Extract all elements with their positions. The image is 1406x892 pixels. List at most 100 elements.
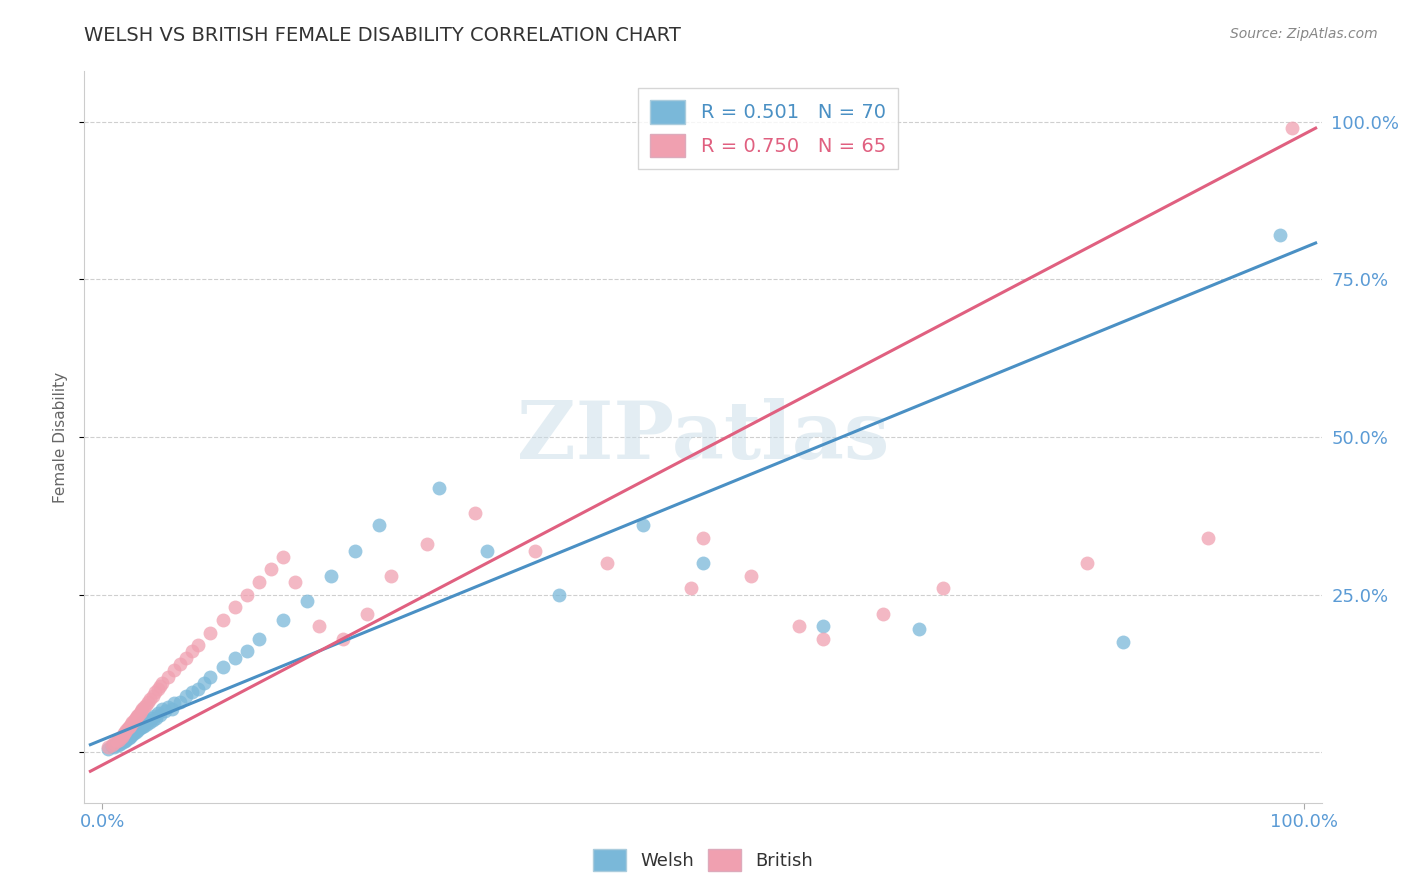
Point: [118, 720, 141, 734]
Point: [319, 569, 342, 583]
Point: [124, 712, 146, 726]
Point: [193, 676, 215, 690]
Point: [114, 725, 136, 739]
Point: [908, 623, 931, 637]
Point: [125, 711, 148, 725]
Point: [811, 632, 834, 646]
Point: [131, 702, 153, 716]
Point: [157, 700, 180, 714]
Point: [547, 588, 569, 602]
Point: [139, 691, 162, 706]
Point: [143, 708, 166, 723]
Point: [1268, 228, 1291, 243]
Point: [271, 613, 294, 627]
Point: [356, 607, 378, 621]
Point: [118, 730, 141, 744]
Point: [169, 657, 191, 671]
Point: [118, 731, 141, 746]
Point: [115, 732, 138, 747]
Point: [523, 543, 546, 558]
Point: [110, 737, 132, 751]
Point: [101, 739, 124, 753]
Point: [120, 717, 142, 731]
Point: [224, 650, 246, 665]
Text: Source: ZipAtlas.com: Source: ZipAtlas.com: [1230, 27, 1378, 41]
Text: ZIPatlas: ZIPatlas: [517, 398, 889, 476]
Point: [127, 723, 149, 738]
Point: [97, 742, 120, 756]
Point: [176, 689, 198, 703]
Point: [134, 719, 156, 733]
Point: [308, 619, 330, 633]
Point: [157, 670, 180, 684]
Point: [787, 619, 810, 633]
Point: [811, 619, 834, 633]
Point: [200, 625, 222, 640]
Point: [135, 698, 157, 712]
Point: [112, 726, 135, 740]
Point: [187, 638, 209, 652]
Point: [169, 695, 191, 709]
Point: [596, 556, 619, 570]
Y-axis label: Female Disability: Female Disability: [53, 371, 69, 503]
Point: [181, 685, 204, 699]
Point: [692, 556, 714, 570]
Point: [128, 722, 150, 736]
Point: [176, 650, 198, 665]
Point: [136, 713, 159, 727]
Point: [128, 706, 150, 720]
Point: [427, 481, 450, 495]
Point: [129, 705, 152, 719]
Point: [103, 736, 125, 750]
Legend: R = 0.501   N = 70, R = 0.750   N = 65: R = 0.501 N = 70, R = 0.750 N = 65: [638, 88, 897, 169]
Point: [740, 569, 762, 583]
Point: [271, 549, 294, 564]
Point: [145, 711, 167, 725]
Point: [103, 740, 125, 755]
Point: [163, 696, 186, 710]
Point: [200, 670, 222, 684]
Point: [146, 682, 169, 697]
Point: [105, 736, 128, 750]
Point: [163, 664, 186, 678]
Point: [110, 731, 132, 746]
Point: [211, 660, 233, 674]
Text: WELSH VS BRITISH FEMALE DISABILITY CORRELATION CHART: WELSH VS BRITISH FEMALE DISABILITY CORRE…: [84, 26, 682, 45]
Point: [105, 734, 128, 748]
Point: [141, 711, 163, 725]
Point: [127, 707, 149, 722]
Point: [139, 715, 162, 730]
Point: [114, 734, 136, 748]
Point: [117, 728, 139, 742]
Point: [118, 719, 141, 733]
Point: [108, 732, 131, 747]
Point: [110, 734, 132, 748]
Legend: Welsh, British: Welsh, British: [586, 842, 820, 879]
Point: [125, 720, 148, 734]
Point: [111, 735, 134, 749]
Point: [380, 569, 402, 583]
Point: [111, 728, 134, 742]
Point: [235, 588, 257, 602]
Point: [1197, 531, 1219, 545]
Point: [152, 702, 174, 716]
Point: [127, 708, 149, 723]
Point: [122, 714, 145, 728]
Point: [187, 682, 209, 697]
Point: [692, 531, 714, 545]
Point: [132, 715, 155, 730]
Point: [146, 706, 169, 721]
Point: [343, 543, 366, 558]
Point: [124, 722, 146, 736]
Point: [131, 720, 153, 734]
Point: [134, 700, 156, 714]
Point: [295, 594, 318, 608]
Point: [121, 715, 143, 730]
Point: [121, 728, 143, 742]
Point: [679, 582, 702, 596]
Point: [110, 730, 132, 744]
Point: [247, 575, 270, 590]
Point: [631, 518, 654, 533]
Point: [464, 506, 486, 520]
Point: [153, 705, 176, 719]
